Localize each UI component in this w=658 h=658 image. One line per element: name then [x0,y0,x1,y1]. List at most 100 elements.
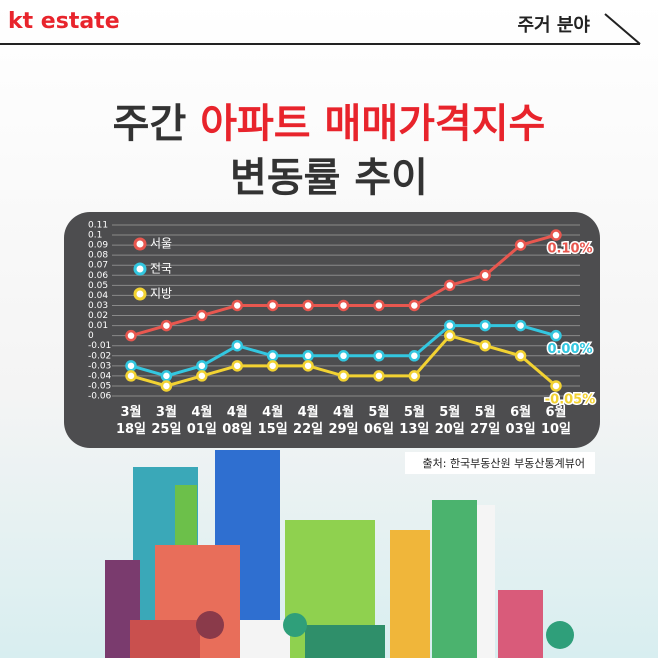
x-tick-line: 20일 [435,422,465,437]
value-label: -0.05% [545,392,596,407]
point [196,370,208,382]
x-tick-line: 22일 [293,422,323,437]
x-tick-line: 4월 [333,404,354,420]
point [550,380,562,392]
y-tick-label: 0.02 [88,311,108,321]
x-tick-line: 6월 [545,404,566,420]
building [130,620,200,658]
point [479,269,491,282]
plot: 0.110.10.090.080.070.060.050.040.030.020… [88,221,597,437]
x-tick-label: 4월 29일 [328,404,358,437]
logo: kt estate [8,9,120,34]
point [125,360,137,372]
title-part: 주간 [113,101,201,147]
x-tick-line: 15일 [258,422,288,437]
y-tick-label: 0 [88,331,94,341]
y-tick-label: 0.08 [88,251,108,261]
y-tick-label: 0.01 [88,321,108,331]
x-tick-label: 4월 01일 [187,404,217,437]
point [302,350,314,362]
y-tick-label: 0.05 [88,281,108,291]
point [231,299,243,312]
building [477,505,495,658]
source: 출처: 한국부동산원 부동산통계뷰어 [423,457,586,470]
x-tick-line: 4월 [262,404,283,420]
point [373,299,385,312]
x-tick-line: 5월 [439,404,460,420]
point [444,329,456,342]
x-tick-line: 18일 [116,422,146,437]
x-tick-line: 10일 [541,422,571,437]
building [432,500,477,658]
building [498,590,543,658]
x-tick-line: 06일 [364,422,394,437]
x-tick-label: 5월 06일 [364,404,394,437]
x-tick-line: 08일 [222,422,252,437]
title-line-2: 변동률 추이 [230,155,428,201]
x-tick-line: 5월 [404,404,425,420]
point [125,370,137,382]
x-tick-label: 6월 10일 [541,404,571,437]
point [514,319,527,332]
x-tick-line: 25일 [151,422,181,437]
legend-marker [133,287,147,301]
chart-panel [64,212,600,448]
point [160,380,173,392]
x-tick-line: 13일 [399,422,429,437]
x-tick-line: 5월 [475,404,496,420]
section: 주거 분야 [517,15,590,36]
point [266,299,279,312]
y-tick-label: -0.02 [88,351,111,361]
point [337,370,350,382]
x-tick-line: 4월 [191,404,212,420]
x-tick-label: 5월 13일 [399,404,429,437]
building [240,620,290,658]
x-tick-line: 4월 [298,404,319,420]
point [196,360,208,372]
point [266,350,279,362]
point [337,299,350,312]
point [444,319,456,332]
point [160,319,173,332]
y-tick-label: 0.07 [88,261,108,271]
legend-label: 전국 [150,262,172,276]
title-part: 아파트 매매가격지수 [200,101,545,147]
x-tick-label: 4월 08일 [222,404,252,437]
x-tick-line: 01일 [187,422,217,437]
y-tick-label: -0.05 [88,381,111,391]
legend-marker [133,262,147,276]
point [196,309,208,322]
point [302,299,314,312]
title-line-1: 주간 아파트 매매가격지수 [113,101,546,147]
x-tick-line: 3월 [120,404,141,420]
point [373,370,385,382]
tree [283,613,307,637]
x-tick-line: 6월 [510,404,531,420]
point [479,339,491,352]
point [125,329,137,342]
y-tick-label: 0.11 [88,221,108,231]
y-tick-label: 0.1 [88,231,102,241]
tree [546,621,574,649]
y-tick-label: -0.03 [88,361,111,371]
point [550,329,562,342]
y-tick-label: 0.03 [88,301,108,311]
x-tick-label: 3월 18일 [116,404,146,437]
tree [196,611,224,639]
x-tick-line: 29일 [328,422,358,437]
legend-label: 지방 [150,287,172,301]
point [160,370,173,382]
x-tick-line: 5월 [368,404,389,420]
point [479,319,491,332]
legend-marker [133,237,147,251]
point [231,360,243,372]
point [550,229,562,241]
source-bg [405,452,595,474]
y-tick-label: 0.06 [88,271,108,281]
point [337,350,350,362]
x-tick-line: 4월 [227,404,248,420]
legend-label: 서울 [150,237,172,251]
header-slash [604,13,641,45]
point [408,370,421,382]
